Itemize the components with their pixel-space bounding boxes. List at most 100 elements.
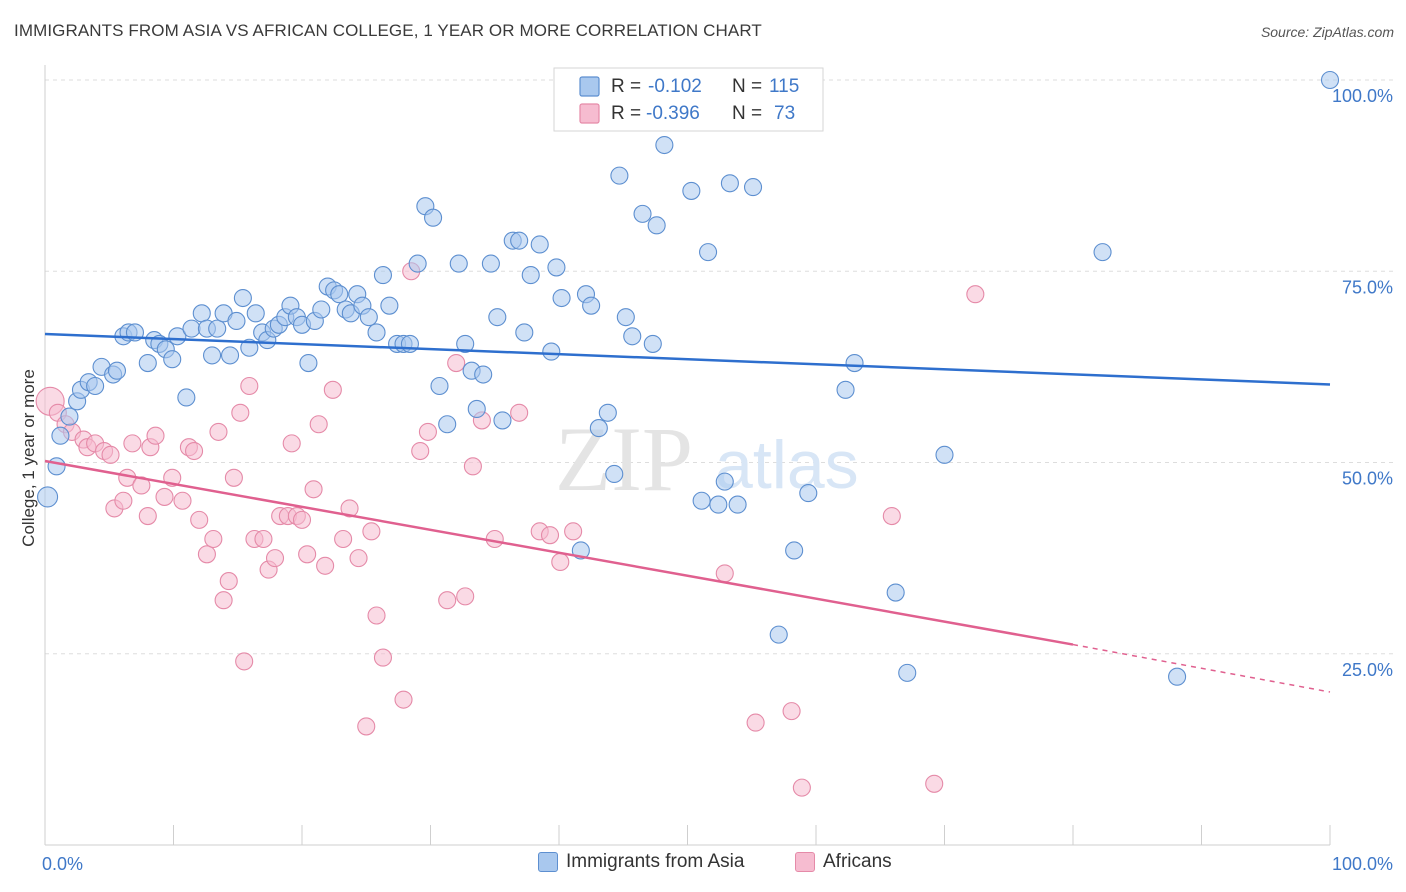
chart-title: IMMIGRANTS FROM ASIA VS AFRICAN COLLEGE,…	[14, 21, 762, 40]
asia-point	[299, 353, 318, 373]
asia-point	[1320, 70, 1340, 90]
asia-point	[616, 308, 635, 327]
asia-point	[449, 254, 468, 273]
africans-point	[231, 403, 250, 422]
africans-trend-extension	[1072, 643, 1331, 693]
legend-n-value-africans: 73	[774, 103, 795, 124]
asia-point	[743, 178, 763, 197]
asia-swatch-icon	[538, 852, 558, 872]
asia-points	[37, 70, 1340, 686]
africans-point	[564, 522, 583, 541]
asia-point	[481, 254, 500, 273]
africans-point	[334, 529, 353, 549]
asia-point	[177, 388, 196, 407]
africans-point	[114, 491, 133, 510]
asia-point	[380, 296, 399, 315]
africans-point	[394, 690, 413, 709]
africans-point	[925, 774, 944, 793]
asia-point	[488, 308, 507, 327]
asia-point	[330, 285, 349, 304]
asia-trend-line	[44, 332, 1331, 386]
africans-point	[418, 422, 437, 441]
x-max-label: 100.0%	[1332, 854, 1393, 874]
legend-r-label-africans: R =	[611, 103, 641, 124]
asia-point	[493, 411, 512, 430]
africans-point	[265, 549, 285, 568]
legend-r-value-africans: -0.396	[646, 103, 700, 124]
x-min-label: 0.0%	[42, 854, 83, 874]
africans-point	[792, 778, 811, 797]
africans-point	[282, 434, 301, 453]
legend-item-asia[interactable]: Immigrants from Asia	[538, 851, 744, 873]
asia-point	[542, 342, 561, 361]
africans-point	[235, 652, 254, 671]
asia-point	[373, 266, 393, 285]
africans-point	[323, 380, 342, 399]
legend-item-africans[interactable]: Africans	[795, 851, 892, 873]
asia-point	[728, 495, 747, 514]
asia-point	[86, 376, 105, 396]
legend-r-value-asia: -0.102	[648, 76, 702, 97]
asia-point	[47, 457, 66, 476]
africans-point	[367, 606, 386, 625]
asia-point	[845, 353, 864, 373]
africans-point	[510, 403, 529, 422]
y-tick-label: 100.0%	[1332, 86, 1393, 106]
africans-point	[185, 441, 204, 461]
asia-point	[655, 135, 674, 155]
asia-point	[633, 204, 652, 223]
asia-point	[799, 484, 818, 503]
y-tick-label: 75.0%	[1342, 277, 1393, 297]
africans-point	[138, 506, 157, 526]
asia-point	[312, 300, 331, 319]
africans-point	[292, 510, 312, 529]
asia-point	[623, 327, 642, 346]
asia-point	[785, 541, 804, 560]
asia-point	[589, 419, 608, 438]
africans-point	[209, 422, 228, 441]
asia-point	[836, 380, 855, 399]
asia-point	[521, 266, 540, 285]
asia-point	[510, 231, 529, 250]
asia-point	[1168, 667, 1187, 686]
africans-point	[966, 285, 985, 304]
asia-point	[474, 365, 493, 384]
africans-point	[782, 702, 801, 721]
grid-lines	[45, 79, 1393, 655]
africans-swatch-icon	[795, 852, 815, 872]
asia-point	[467, 399, 486, 419]
y-tick-labels: 25.0% 50.0% 75.0% 100.0%	[1332, 86, 1393, 680]
africans-point	[190, 510, 209, 529]
africans-point	[438, 591, 457, 610]
africans-point	[362, 522, 381, 541]
asia-point	[37, 486, 59, 508]
asia-point	[547, 258, 566, 277]
legend-r-label-asia: R =	[611, 76, 641, 97]
asia-point	[610, 166, 629, 185]
series-legend: Immigrants from Asia Africans	[0, 851, 1406, 879]
africans-point	[173, 491, 192, 510]
asia-point	[208, 319, 227, 338]
africans-point	[715, 564, 734, 583]
africans-point	[240, 376, 259, 396]
africans-point	[882, 506, 901, 526]
asia-point	[246, 304, 265, 323]
asia-point	[227, 311, 246, 331]
africans-point	[146, 426, 165, 445]
africans-point	[309, 415, 328, 434]
asia-point	[220, 346, 240, 365]
africans-point	[463, 457, 482, 476]
stats-legend: R = -0.102 N = 115 R = -0.396 N = 73	[553, 67, 824, 132]
asia-point	[692, 491, 711, 510]
asia-point	[107, 361, 127, 380]
asia-point	[430, 376, 449, 396]
asia-point	[699, 243, 718, 262]
africans-point	[746, 713, 765, 732]
africans-point	[349, 549, 368, 568]
legend-label-africans: Africans	[823, 851, 892, 872]
asia-point	[233, 288, 252, 308]
legend-swatch-asia	[579, 76, 600, 97]
africans-point	[197, 545, 216, 564]
asia-point	[682, 181, 701, 200]
